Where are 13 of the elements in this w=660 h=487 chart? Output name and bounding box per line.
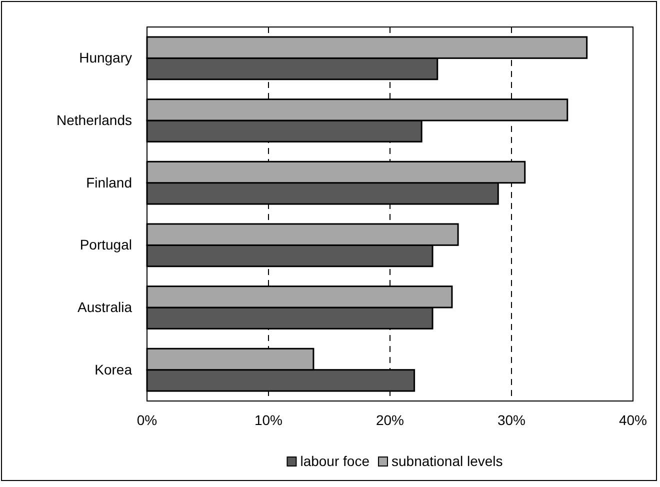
x-tick-label: 10% (254, 412, 283, 428)
y-tick-label: Hungary (79, 50, 132, 66)
legend-label: labour foce (300, 453, 370, 469)
x-tick-label: 20% (376, 412, 404, 428)
y-tick-label: Portugal (80, 236, 132, 253)
y-tick-label: Australia (78, 298, 132, 315)
x-tick-label: 30% (497, 412, 526, 428)
x-tick-label: 40% (618, 412, 648, 428)
y-tick-label: Finland (86, 174, 132, 190)
x-tick-label: 0% (136, 412, 158, 428)
legend-label: subnational levels (391, 453, 503, 469)
y-tick-label: Netherlands (56, 112, 132, 128)
y-tick-label: Korea (94, 361, 132, 378)
